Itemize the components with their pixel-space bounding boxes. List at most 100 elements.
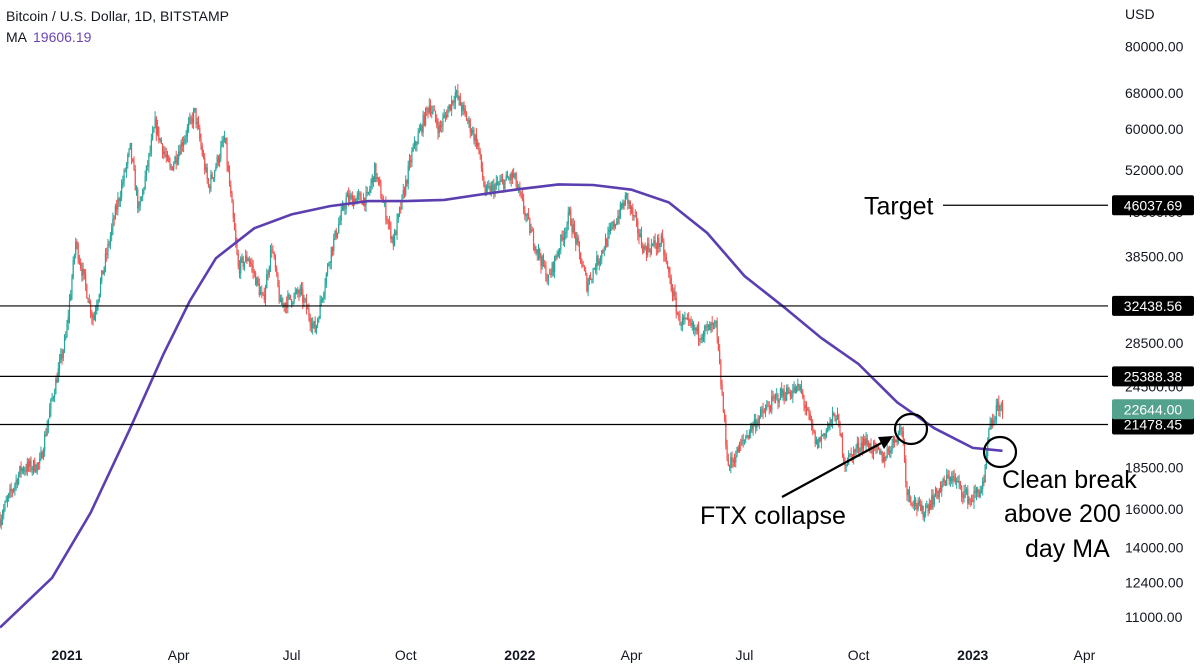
candle (946, 468, 948, 487)
candle (446, 109, 448, 120)
candle (563, 227, 566, 248)
candle (730, 452, 732, 474)
candle (508, 176, 510, 181)
candle (679, 310, 681, 326)
candle (318, 315, 320, 323)
candle (288, 292, 290, 300)
candle (107, 238, 109, 259)
candle (864, 435, 866, 446)
candle (943, 475, 945, 486)
candle (258, 278, 260, 298)
candle (272, 245, 274, 254)
candle (26, 457, 28, 477)
candle (166, 150, 169, 162)
candle (438, 121, 440, 138)
candle (432, 105, 434, 115)
candle (251, 257, 253, 273)
candle (513, 167, 515, 179)
candle (895, 439, 897, 443)
candle (479, 147, 481, 160)
candle (298, 289, 300, 301)
candle (422, 110, 424, 137)
candle (254, 270, 257, 286)
candle (585, 266, 587, 276)
candle (572, 217, 574, 235)
candle (862, 434, 865, 452)
candle (659, 242, 661, 253)
candle (670, 274, 672, 293)
candle (144, 170, 146, 191)
candle (542, 253, 545, 267)
candle (152, 125, 154, 141)
candle (104, 248, 107, 273)
candle (315, 324, 317, 335)
candle (0, 511, 1, 528)
candle (472, 126, 474, 136)
candle (321, 297, 324, 303)
candle (905, 455, 907, 488)
candle (314, 316, 316, 333)
candle (612, 220, 614, 230)
candle (607, 226, 609, 248)
candle (283, 302, 285, 312)
candle (834, 413, 836, 422)
candle (510, 171, 512, 187)
candle (658, 233, 660, 253)
candle (443, 108, 445, 119)
candle (416, 141, 418, 152)
candle (429, 99, 432, 117)
candle (365, 185, 367, 212)
candle (195, 107, 197, 129)
candle (403, 186, 406, 199)
x-tick-label: Jul (283, 647, 301, 663)
candle (525, 213, 527, 223)
candle (758, 415, 760, 430)
candle (108, 240, 110, 248)
candle (767, 400, 769, 407)
candle (980, 485, 983, 494)
candle (617, 210, 619, 225)
candle (379, 176, 381, 187)
candle (763, 408, 765, 414)
candle (231, 190, 233, 204)
candle (124, 167, 126, 173)
candle (633, 214, 635, 221)
candle (125, 161, 128, 178)
candle (123, 168, 125, 187)
candle (467, 118, 469, 125)
candle (52, 395, 54, 402)
candle (549, 268, 551, 275)
candle (215, 163, 217, 172)
candle (487, 181, 489, 194)
candle (237, 249, 239, 270)
price-tag: 22644.00 (1112, 399, 1194, 420)
candle (393, 228, 396, 247)
candle (483, 176, 485, 188)
candle (694, 324, 696, 337)
candle (94, 305, 97, 322)
candle (714, 319, 716, 330)
candle (395, 229, 397, 236)
candle (155, 116, 157, 142)
candle (71, 274, 73, 301)
candle (565, 227, 567, 240)
candle (786, 384, 788, 402)
candle (720, 359, 722, 390)
candle (273, 251, 275, 260)
candle (632, 203, 634, 221)
candle (176, 154, 179, 166)
candle (448, 104, 450, 113)
candle (625, 192, 628, 200)
candle (346, 190, 349, 198)
candle (908, 486, 911, 503)
candle (830, 419, 832, 427)
candle (106, 247, 108, 262)
candle (370, 178, 372, 194)
candle (433, 105, 435, 112)
candle (307, 304, 309, 310)
price-tag: 21478.45 (1112, 414, 1194, 435)
candle (706, 320, 708, 335)
candle (750, 422, 752, 439)
ma-break-circle (982, 435, 1018, 469)
